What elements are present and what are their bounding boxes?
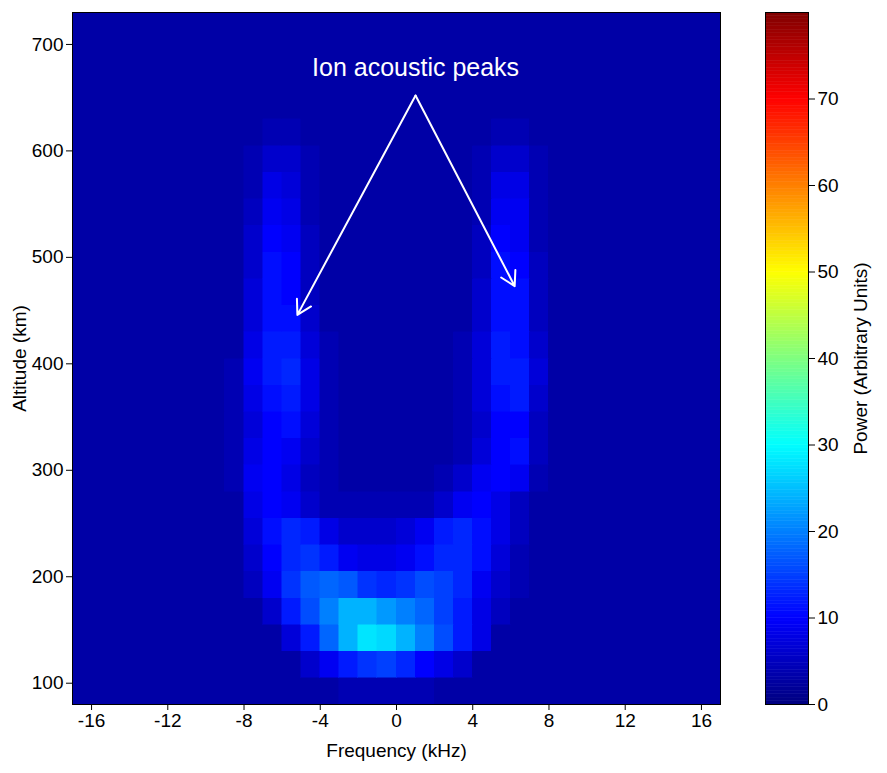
svg-text:-16: -16 <box>78 710 105 731</box>
svg-text:300: 300 <box>32 459 64 480</box>
svg-text:30: 30 <box>818 434 839 455</box>
svg-text:600: 600 <box>32 140 64 161</box>
svg-text:Ion acoustic peaks: Ion acoustic peaks <box>312 53 519 81</box>
svg-text:500: 500 <box>32 246 64 267</box>
svg-text:0: 0 <box>818 694 829 715</box>
svg-text:400: 400 <box>32 353 64 374</box>
svg-text:Frequency (kHz): Frequency (kHz) <box>326 740 466 761</box>
svg-text:Altitude (km): Altitude (km) <box>9 305 30 412</box>
svg-text:4: 4 <box>467 710 478 731</box>
svg-text:12: 12 <box>615 710 636 731</box>
svg-text:100: 100 <box>32 672 64 693</box>
svg-text:70: 70 <box>818 88 839 109</box>
svg-text:Power (Arbitrary Units): Power (Arbitrary Units) <box>850 262 871 454</box>
svg-text:20: 20 <box>818 521 839 542</box>
svg-text:60: 60 <box>818 175 839 196</box>
svg-text:0: 0 <box>391 710 402 731</box>
svg-text:16: 16 <box>691 710 712 731</box>
svg-text:-12: -12 <box>154 710 181 731</box>
svg-text:50: 50 <box>818 261 839 282</box>
svg-text:-4: -4 <box>312 710 329 731</box>
svg-text:700: 700 <box>32 34 64 55</box>
svg-text:10: 10 <box>818 607 839 628</box>
svg-text:-8: -8 <box>236 710 253 731</box>
svg-text:40: 40 <box>818 348 839 369</box>
svg-text:8: 8 <box>544 710 555 731</box>
svg-text:200: 200 <box>32 566 64 587</box>
